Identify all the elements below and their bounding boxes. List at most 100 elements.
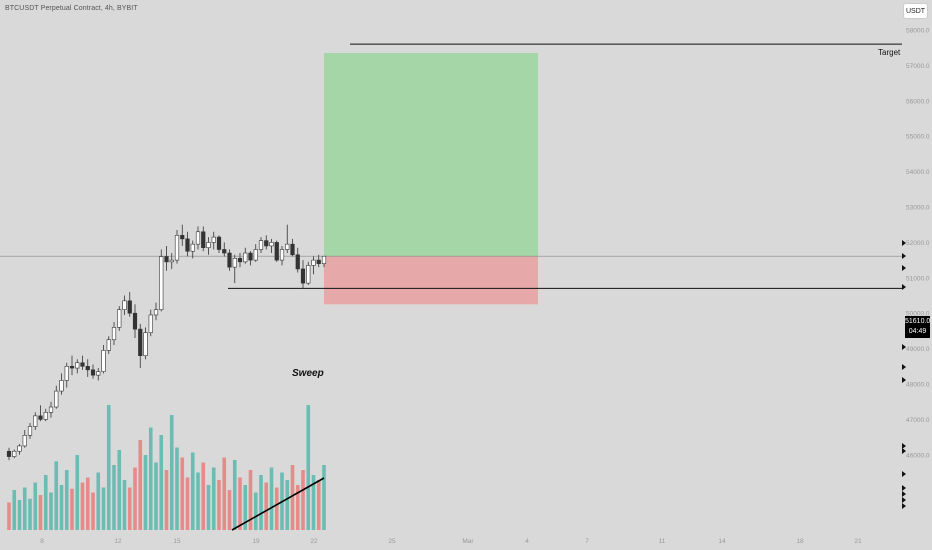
candle-body xyxy=(306,265,311,284)
candle-body xyxy=(127,300,132,314)
candle-body xyxy=(311,259,316,266)
volume-bar xyxy=(75,455,80,530)
volume-bar xyxy=(259,475,263,530)
volume-bar xyxy=(54,461,59,530)
x-tick-label: Mar xyxy=(462,538,474,545)
volume-bar xyxy=(143,455,148,530)
candle-body xyxy=(106,339,111,351)
candle-body xyxy=(195,231,201,245)
candle-body xyxy=(27,426,33,436)
candle-body xyxy=(101,350,106,372)
x-tick-label: 15 xyxy=(173,538,181,545)
candle-body xyxy=(274,242,279,261)
volume-bar xyxy=(12,490,17,530)
volume-bar xyxy=(169,415,174,530)
scale-marker xyxy=(902,485,906,491)
y-tick-label: 48000.0 xyxy=(906,382,930,389)
volume-bar xyxy=(222,457,227,530)
candle-body xyxy=(248,252,253,261)
y-tick-label: 47000.0 xyxy=(906,417,930,424)
candle-body xyxy=(80,362,85,367)
x-tick-label: 21 xyxy=(854,538,862,545)
x-tick-label: 25 xyxy=(388,538,396,545)
volume-bar xyxy=(64,470,69,530)
candle-body xyxy=(232,258,237,268)
candle-body xyxy=(285,243,290,250)
candle-body xyxy=(148,314,153,333)
candle-body xyxy=(316,259,321,264)
y-tick-label: 56000.0 xyxy=(906,98,930,105)
volume-bar xyxy=(96,472,101,530)
candle-body xyxy=(258,240,264,250)
volume-bar xyxy=(91,492,95,530)
volume-bar xyxy=(43,475,48,530)
candle-body xyxy=(38,415,43,420)
volume-bar xyxy=(106,405,111,530)
y-tick-label: 49000.0 xyxy=(906,346,930,353)
volume-bar xyxy=(232,460,237,530)
y-tick-label: 57000.0 xyxy=(906,63,930,70)
volume-bar xyxy=(164,470,169,530)
volume-bar xyxy=(253,492,258,530)
candle-body xyxy=(201,231,206,249)
candle-body xyxy=(59,380,64,392)
scale-marker xyxy=(902,448,906,454)
candle-body xyxy=(54,390,59,408)
scale-marker xyxy=(902,344,906,350)
sweep-label: Sweep xyxy=(292,368,324,379)
y-tick-label: 51000.0 xyxy=(906,275,930,282)
volume-bar xyxy=(148,427,153,530)
scale-marker xyxy=(902,240,906,246)
current-price-tag: 51610.0 04:49 xyxy=(905,316,930,338)
volume-bar xyxy=(80,482,85,530)
volume-bar xyxy=(248,470,253,530)
candle-body xyxy=(264,240,269,247)
candle-body xyxy=(279,249,285,261)
candle-body xyxy=(321,255,327,264)
volume-bar xyxy=(269,467,274,530)
x-tick-label: 12 xyxy=(114,538,122,545)
scale-marker xyxy=(902,471,906,477)
candle-body xyxy=(75,362,80,369)
candle-body xyxy=(164,256,169,263)
candle-body xyxy=(12,450,17,457)
candle-body xyxy=(243,252,248,263)
volume-bar xyxy=(285,480,290,530)
volume-bar xyxy=(311,475,316,530)
x-tick-label: 19 xyxy=(252,538,260,545)
candle-body xyxy=(174,235,180,261)
volume-bar xyxy=(301,470,305,530)
candle-body xyxy=(85,365,90,371)
volume-bar xyxy=(227,490,232,530)
candle-body xyxy=(132,312,138,330)
candle-body xyxy=(300,268,306,284)
y-tick-label: 46000.0 xyxy=(906,452,930,459)
symbol-title: BTCUSDT Perpetual Contract, 4h, BYBIT xyxy=(5,5,138,12)
volume-bar xyxy=(201,462,206,530)
currency-button[interactable]: USDT xyxy=(903,3,928,19)
volume-bar xyxy=(133,467,137,530)
volume-bar xyxy=(59,485,64,530)
candle-body xyxy=(222,249,227,254)
candle-body xyxy=(17,445,22,452)
scale-marker xyxy=(902,253,906,259)
volume-bar xyxy=(243,485,248,530)
countdown-timer: 04:49 xyxy=(908,328,927,335)
scale-marker xyxy=(902,497,906,503)
y-tick-label: 58000.0 xyxy=(906,28,930,35)
volume-bar xyxy=(33,482,38,530)
candle-body xyxy=(117,309,122,328)
x-tick-label: 7 xyxy=(585,538,589,545)
scale-marker xyxy=(902,443,906,449)
volume-bar xyxy=(217,480,221,530)
volume-bar xyxy=(127,487,132,530)
candle-body xyxy=(180,235,185,240)
volume-bar xyxy=(38,495,43,530)
candle-body xyxy=(185,238,190,252)
y-tick-label: 53000.0 xyxy=(906,205,930,212)
candle-body xyxy=(269,242,274,247)
volume-bar xyxy=(290,465,295,530)
candle-body xyxy=(138,328,143,356)
